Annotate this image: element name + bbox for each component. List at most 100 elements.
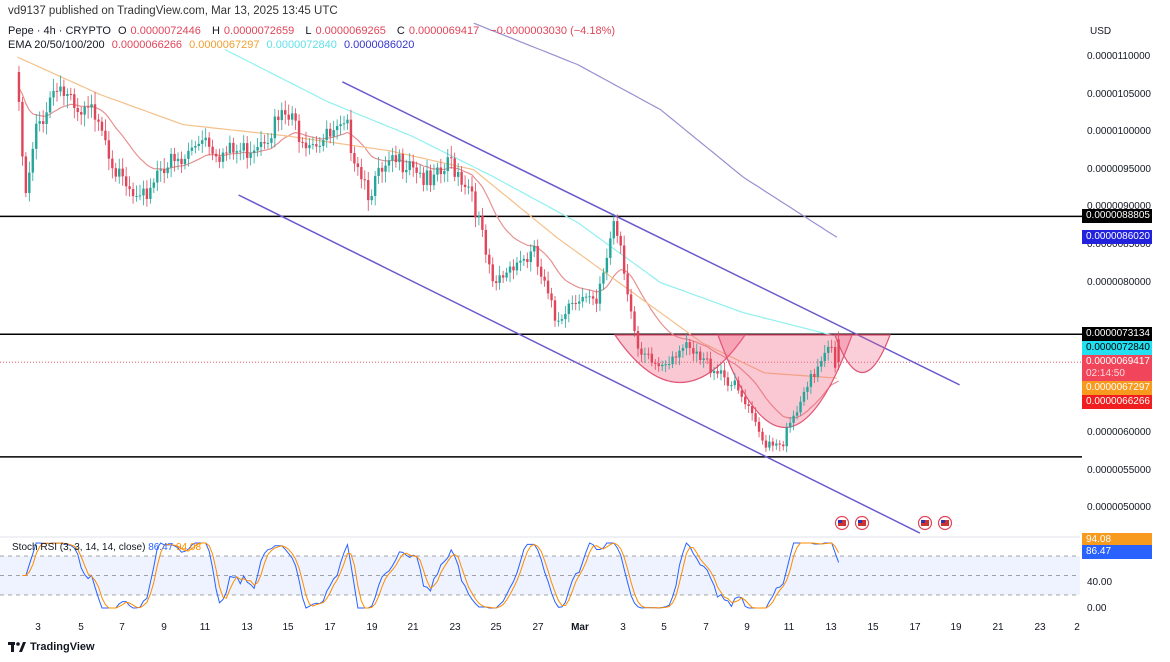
candle-body	[277, 116, 280, 121]
candle-body	[833, 346, 837, 368]
candle-body	[806, 386, 809, 392]
candle-body	[232, 142, 235, 153]
candle-body	[131, 189, 135, 197]
candle-body	[588, 296, 591, 298]
close-value: 0.0000069417	[408, 25, 480, 37]
candle-body	[204, 137, 207, 141]
candle-body	[439, 167, 443, 175]
candle-body	[778, 443, 781, 445]
candle-body	[380, 167, 384, 172]
price-label-box: 0.0000072840	[1082, 341, 1152, 356]
ema-label[interactable]: EMA 20/50/100/200	[8, 39, 105, 51]
candle-body	[543, 276, 546, 281]
candle-body	[622, 245, 626, 274]
symbol-label[interactable]: Pepe · 4h · CRYPTO	[8, 25, 111, 37]
candle-body	[699, 351, 702, 361]
candle-body	[730, 385, 733, 387]
candle-body	[256, 146, 259, 151]
candle-body	[529, 251, 532, 263]
candle-body	[425, 170, 429, 185]
cup-main	[717, 334, 853, 429]
price-label-box: 0.0000073134	[1082, 327, 1152, 342]
candle-body	[412, 161, 415, 168]
candle-body	[166, 167, 169, 174]
tradingview-logo[interactable]: TradingView	[8, 641, 95, 653]
candle-body	[228, 142, 232, 154]
ema200-line	[473, 22, 838, 238]
candle-body	[643, 353, 647, 355]
ema200-value: 0.0000086020	[343, 39, 415, 51]
cup-and-handle-pattern	[613, 334, 891, 429]
time-tick: 15	[867, 622, 879, 633]
price-tick: 0.0000090000	[1087, 201, 1151, 213]
candle-body	[59, 86, 62, 92]
time-tick: 23	[1034, 622, 1046, 633]
candle-body	[266, 142, 270, 144]
candle-body	[754, 413, 757, 422]
candle-body	[578, 301, 581, 304]
stoch-k-value: 86.47	[148, 542, 174, 553]
candle-body	[28, 172, 31, 194]
candle-body	[705, 358, 709, 360]
time-tick: 17	[324, 622, 336, 633]
candle-body	[654, 362, 657, 364]
candle-body	[560, 319, 564, 321]
candle-body	[284, 110, 287, 115]
candle-body	[415, 167, 418, 173]
candle-body	[107, 140, 111, 159]
candle-body	[671, 356, 674, 365]
candle-body	[249, 152, 252, 158]
stoch-label[interactable]: Stoch RSI (3, 3, 14, 14, close)	[12, 542, 146, 553]
currency-label[interactable]: USD	[1090, 26, 1112, 37]
candle-body	[661, 364, 664, 367]
candle-body	[235, 151, 239, 153]
candle-body	[450, 157, 453, 159]
candle-body	[764, 440, 768, 448]
candle-body	[55, 90, 59, 92]
candle-body	[48, 97, 52, 113]
candle-body	[225, 152, 228, 154]
candle-body	[308, 144, 311, 149]
candle-body	[546, 280, 550, 294]
candle-body	[422, 172, 425, 185]
candle-body	[104, 130, 107, 141]
time-tick: 2	[1074, 622, 1080, 633]
candle-body	[121, 168, 124, 177]
candle-body	[273, 116, 277, 139]
time-tick: 3	[35, 622, 41, 633]
cup-handle	[834, 334, 891, 374]
candle-body	[702, 358, 705, 361]
candle-body	[17, 72, 21, 102]
time-tick: 19	[366, 622, 378, 633]
candle-body	[246, 143, 249, 158]
candle-body	[24, 156, 28, 194]
candle-body	[73, 94, 76, 109]
candle-body	[142, 188, 145, 196]
candle-body	[52, 90, 55, 98]
candle-body	[322, 140, 325, 146]
candle-body	[526, 258, 529, 263]
candle-body	[647, 353, 650, 355]
candle-body	[488, 254, 491, 265]
candle-body	[21, 101, 24, 157]
candle-body	[315, 144, 318, 147]
candle-body	[820, 361, 823, 367]
candle-body	[239, 150, 242, 152]
candle-body	[709, 358, 712, 374]
candle-body	[259, 141, 263, 147]
stoch-k-line	[22, 542, 840, 609]
candle-body	[550, 293, 553, 301]
low-label: L	[305, 25, 312, 37]
time-tick: 13	[825, 622, 837, 633]
open-label: O	[117, 25, 127, 37]
candle-body	[733, 380, 737, 386]
candle-body	[311, 144, 315, 146]
stoch-d-line	[22, 542, 840, 609]
price-tick: 0.0000110000	[1087, 51, 1151, 62]
time-tick: 11	[199, 622, 211, 633]
candle-body	[83, 106, 86, 115]
price-tick: 0.0000055000	[1087, 464, 1151, 476]
candle-body	[716, 371, 719, 374]
candle-body	[802, 391, 806, 402]
